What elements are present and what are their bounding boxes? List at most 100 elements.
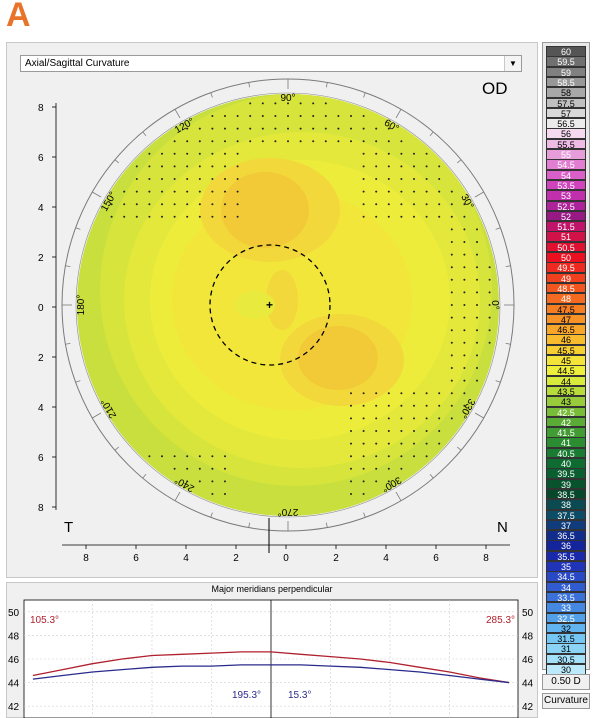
measurement-point	[123, 215, 126, 218]
measurement-point	[362, 152, 365, 155]
legend-entry: 60	[546, 46, 586, 57]
legend-entry: 52	[546, 210, 586, 222]
measurement-point	[375, 215, 378, 218]
measurement-point	[110, 215, 113, 218]
measurement-point	[186, 190, 189, 193]
measurement-point	[413, 178, 415, 180]
measurement-point	[350, 392, 352, 395]
legend-entry: 54	[546, 169, 586, 181]
bottom-axis-tick: 2	[233, 553, 239, 564]
measurement-point	[450, 341, 453, 344]
measurement-point	[261, 127, 264, 130]
legend-entry: 48	[546, 293, 586, 304]
meridian-profile-chart: 50 50 48 48 46 46 44 44 42 42 105.3° 285.3° 195.3…	[8, 599, 534, 718]
measurement-point	[337, 115, 340, 117]
measurement-point	[387, 417, 390, 420]
measurement-point	[375, 178, 378, 180]
measurement-point	[350, 430, 352, 432]
measurement-point	[476, 241, 478, 243]
measurement-point	[387, 152, 390, 155]
left-axis-tick: 2	[38, 353, 44, 364]
measurement-point	[463, 392, 466, 395]
measurement-point	[438, 442, 441, 445]
measurement-point	[287, 102, 289, 105]
measurement-point	[413, 455, 415, 458]
measurement-point	[450, 241, 453, 243]
measurement-point	[476, 304, 478, 306]
measurement-point	[375, 417, 378, 420]
legend-entry: 47	[546, 313, 586, 325]
measurement-point	[173, 215, 176, 218]
measurement-point	[236, 178, 239, 180]
measurement-point	[299, 140, 302, 143]
measurement-point	[236, 127, 239, 130]
measurement-point	[236, 190, 239, 193]
measurement-point	[362, 215, 365, 218]
measurement-point	[387, 404, 390, 407]
measurement-point	[375, 455, 378, 458]
legend-entry: 33	[546, 602, 586, 613]
measurement-point	[413, 430, 415, 432]
measurement-point	[463, 266, 466, 269]
plot-y-tick-left: 44	[8, 679, 20, 690]
measurement-point	[148, 190, 151, 193]
measurement-point	[350, 467, 352, 470]
measurement-point	[186, 165, 189, 168]
measurement-point	[425, 152, 428, 155]
map-type-select[interactable]: Axial/Sagittal Curvature ▼	[20, 55, 522, 72]
measurement-point	[161, 190, 163, 193]
plot-y-tick-right: 44	[522, 679, 534, 690]
legend-entry: 57	[546, 107, 586, 119]
measurement-point	[387, 480, 390, 483]
measurement-point	[186, 467, 189, 470]
legend-entry: 37	[546, 519, 586, 531]
measurement-point	[375, 165, 378, 168]
measurement-point	[161, 152, 163, 155]
measurement-point	[211, 203, 214, 206]
left-axis-tick: 8	[38, 103, 44, 114]
measurement-point	[463, 228, 466, 231]
measurement-point	[375, 430, 378, 432]
legend-entry: 49.5	[546, 262, 586, 273]
measurement-point	[249, 140, 252, 143]
measurement-point	[224, 203, 226, 206]
measurement-point	[236, 215, 239, 218]
measurement-point	[198, 215, 201, 218]
measurement-point	[450, 203, 453, 206]
measurement-point	[450, 392, 453, 395]
measurement-point	[387, 127, 390, 130]
plot-y-tick-left: 48	[8, 631, 20, 642]
measurement-point	[274, 102, 277, 105]
measurement-point	[413, 203, 415, 206]
step-size-button[interactable]: 0.50 D	[542, 674, 590, 690]
bottom-axis-tick: 6	[433, 553, 439, 564]
legend-entry: 55.5	[546, 138, 586, 150]
angle-ticks	[62, 79, 514, 531]
measurement-point	[387, 140, 390, 143]
measurement-point	[476, 253, 478, 256]
legend-entry: 32	[546, 622, 586, 634]
measurement-point	[299, 115, 302, 117]
measurement-point	[413, 215, 415, 218]
panel-label: A	[6, 0, 31, 34]
legend-entry: 42.5	[546, 406, 586, 418]
chevron-down-icon[interactable]: ▼	[504, 56, 521, 71]
legend-entry: 46.5	[546, 324, 586, 335]
measurement-point	[476, 379, 478, 382]
plot-series	[32, 651, 510, 684]
bottom-axis-tick: 6	[133, 553, 139, 564]
legend-entry: 49	[546, 272, 586, 284]
measurement-point	[236, 152, 239, 155]
measurement-point	[186, 152, 189, 155]
measurement-point	[173, 178, 176, 180]
measurement-point	[362, 392, 365, 395]
measurement-point	[463, 203, 466, 206]
measurement-point	[463, 316, 466, 319]
legend-entry: 32.5	[546, 612, 586, 624]
measurement-point	[249, 102, 252, 105]
measurement-point	[362, 127, 365, 130]
measurement-point	[450, 329, 453, 332]
legend-entry: 43.5	[546, 385, 586, 397]
scale-mode-button[interactable]: Curvature	[542, 693, 590, 709]
measurement-point	[224, 127, 226, 130]
